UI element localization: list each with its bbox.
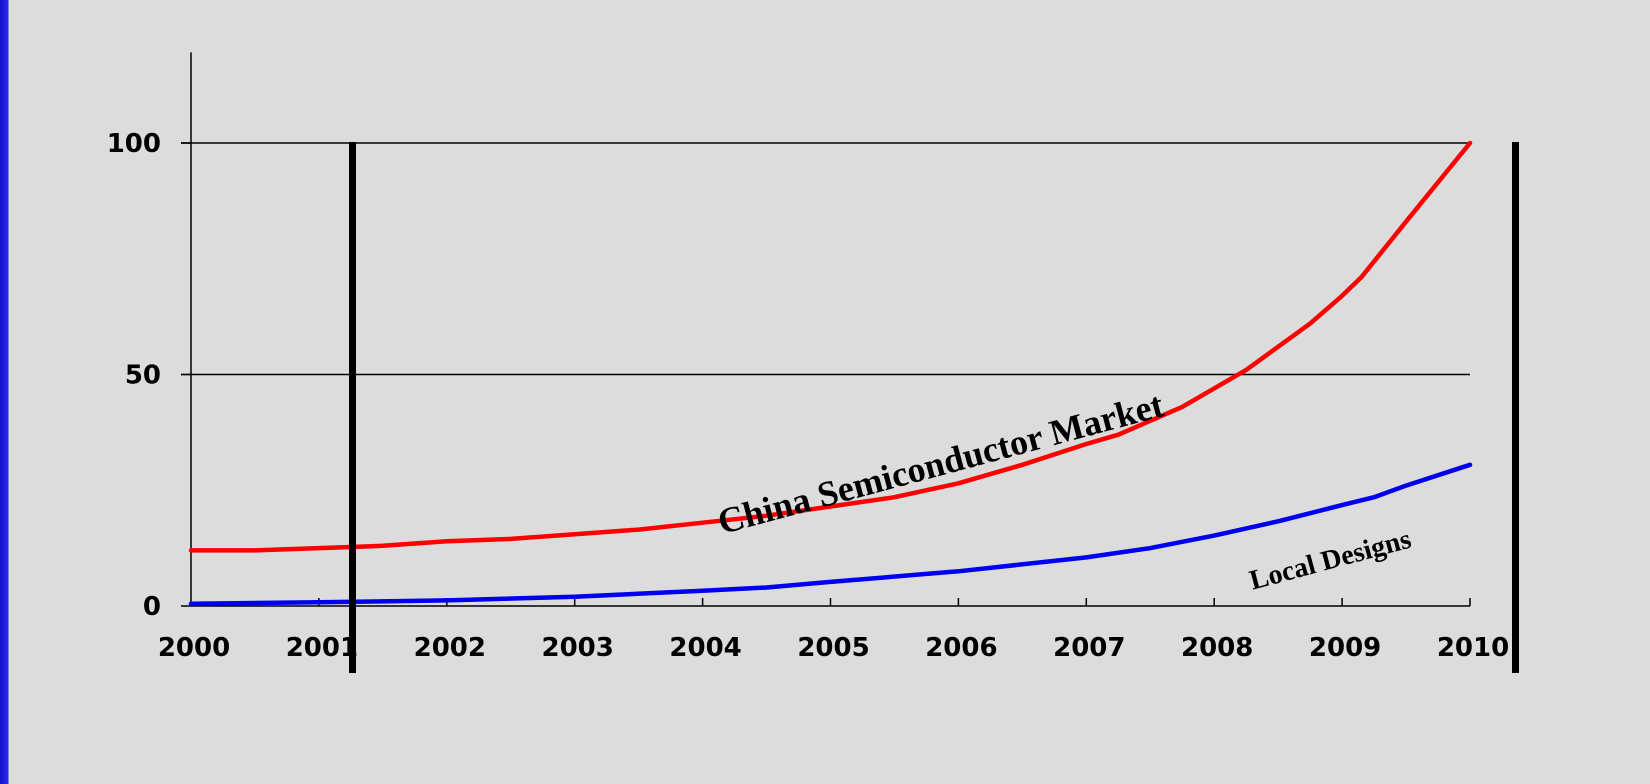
series-label-local-designs: Local Designs (1246, 524, 1414, 597)
x-tick-label-2005: 2005 (797, 633, 869, 663)
x-tick-label-2009: 2009 (1309, 633, 1381, 663)
series-label-china-market: China Semiconductor Market (714, 384, 1168, 542)
y-tick-label-50: 50 (125, 361, 161, 391)
series-labels: China Semiconductor Market Local Designs (714, 384, 1415, 596)
x-tick-label-2003: 2003 (542, 633, 614, 663)
x-tick-label-2006: 2006 (925, 633, 997, 663)
x-tick-label-2004: 2004 (669, 633, 741, 663)
tick-labels: 0 50 100 2000 2001 2002 2003 2004 2005 2006 2007 20… (107, 129, 1509, 663)
chart-area: 0 50 100 2000 2001 2002 2003 2004 2005 2006 2007 20… (9, 9, 1650, 784)
axes (181, 52, 1471, 607)
marker-bar-right (1512, 142, 1519, 673)
x-tick-label-2010: 2010 (1437, 633, 1509, 663)
x-tick-label-2002: 2002 (414, 633, 486, 663)
y-tick-label-100: 100 (107, 129, 161, 159)
x-tick-label-2008: 2008 (1181, 633, 1253, 663)
series-lines (188, 140, 1473, 606)
y-tick-label-0: 0 (143, 592, 161, 622)
line-chart: 0 50 100 2000 2001 2002 2003 2004 2005 2006 2007 20… (107, 52, 1519, 673)
x-tick-label-2001: 2001 (286, 633, 358, 663)
grid-lines (181, 142, 1470, 376)
marker-bar-left (349, 142, 356, 673)
series-line-local-designs (188, 462, 1473, 606)
vertical-marker-bars (349, 142, 1519, 673)
series-line-china-market (188, 140, 1473, 553)
x-tick-label-2007: 2007 (1053, 633, 1125, 663)
x-tick-label-2000: 2000 (158, 633, 230, 663)
